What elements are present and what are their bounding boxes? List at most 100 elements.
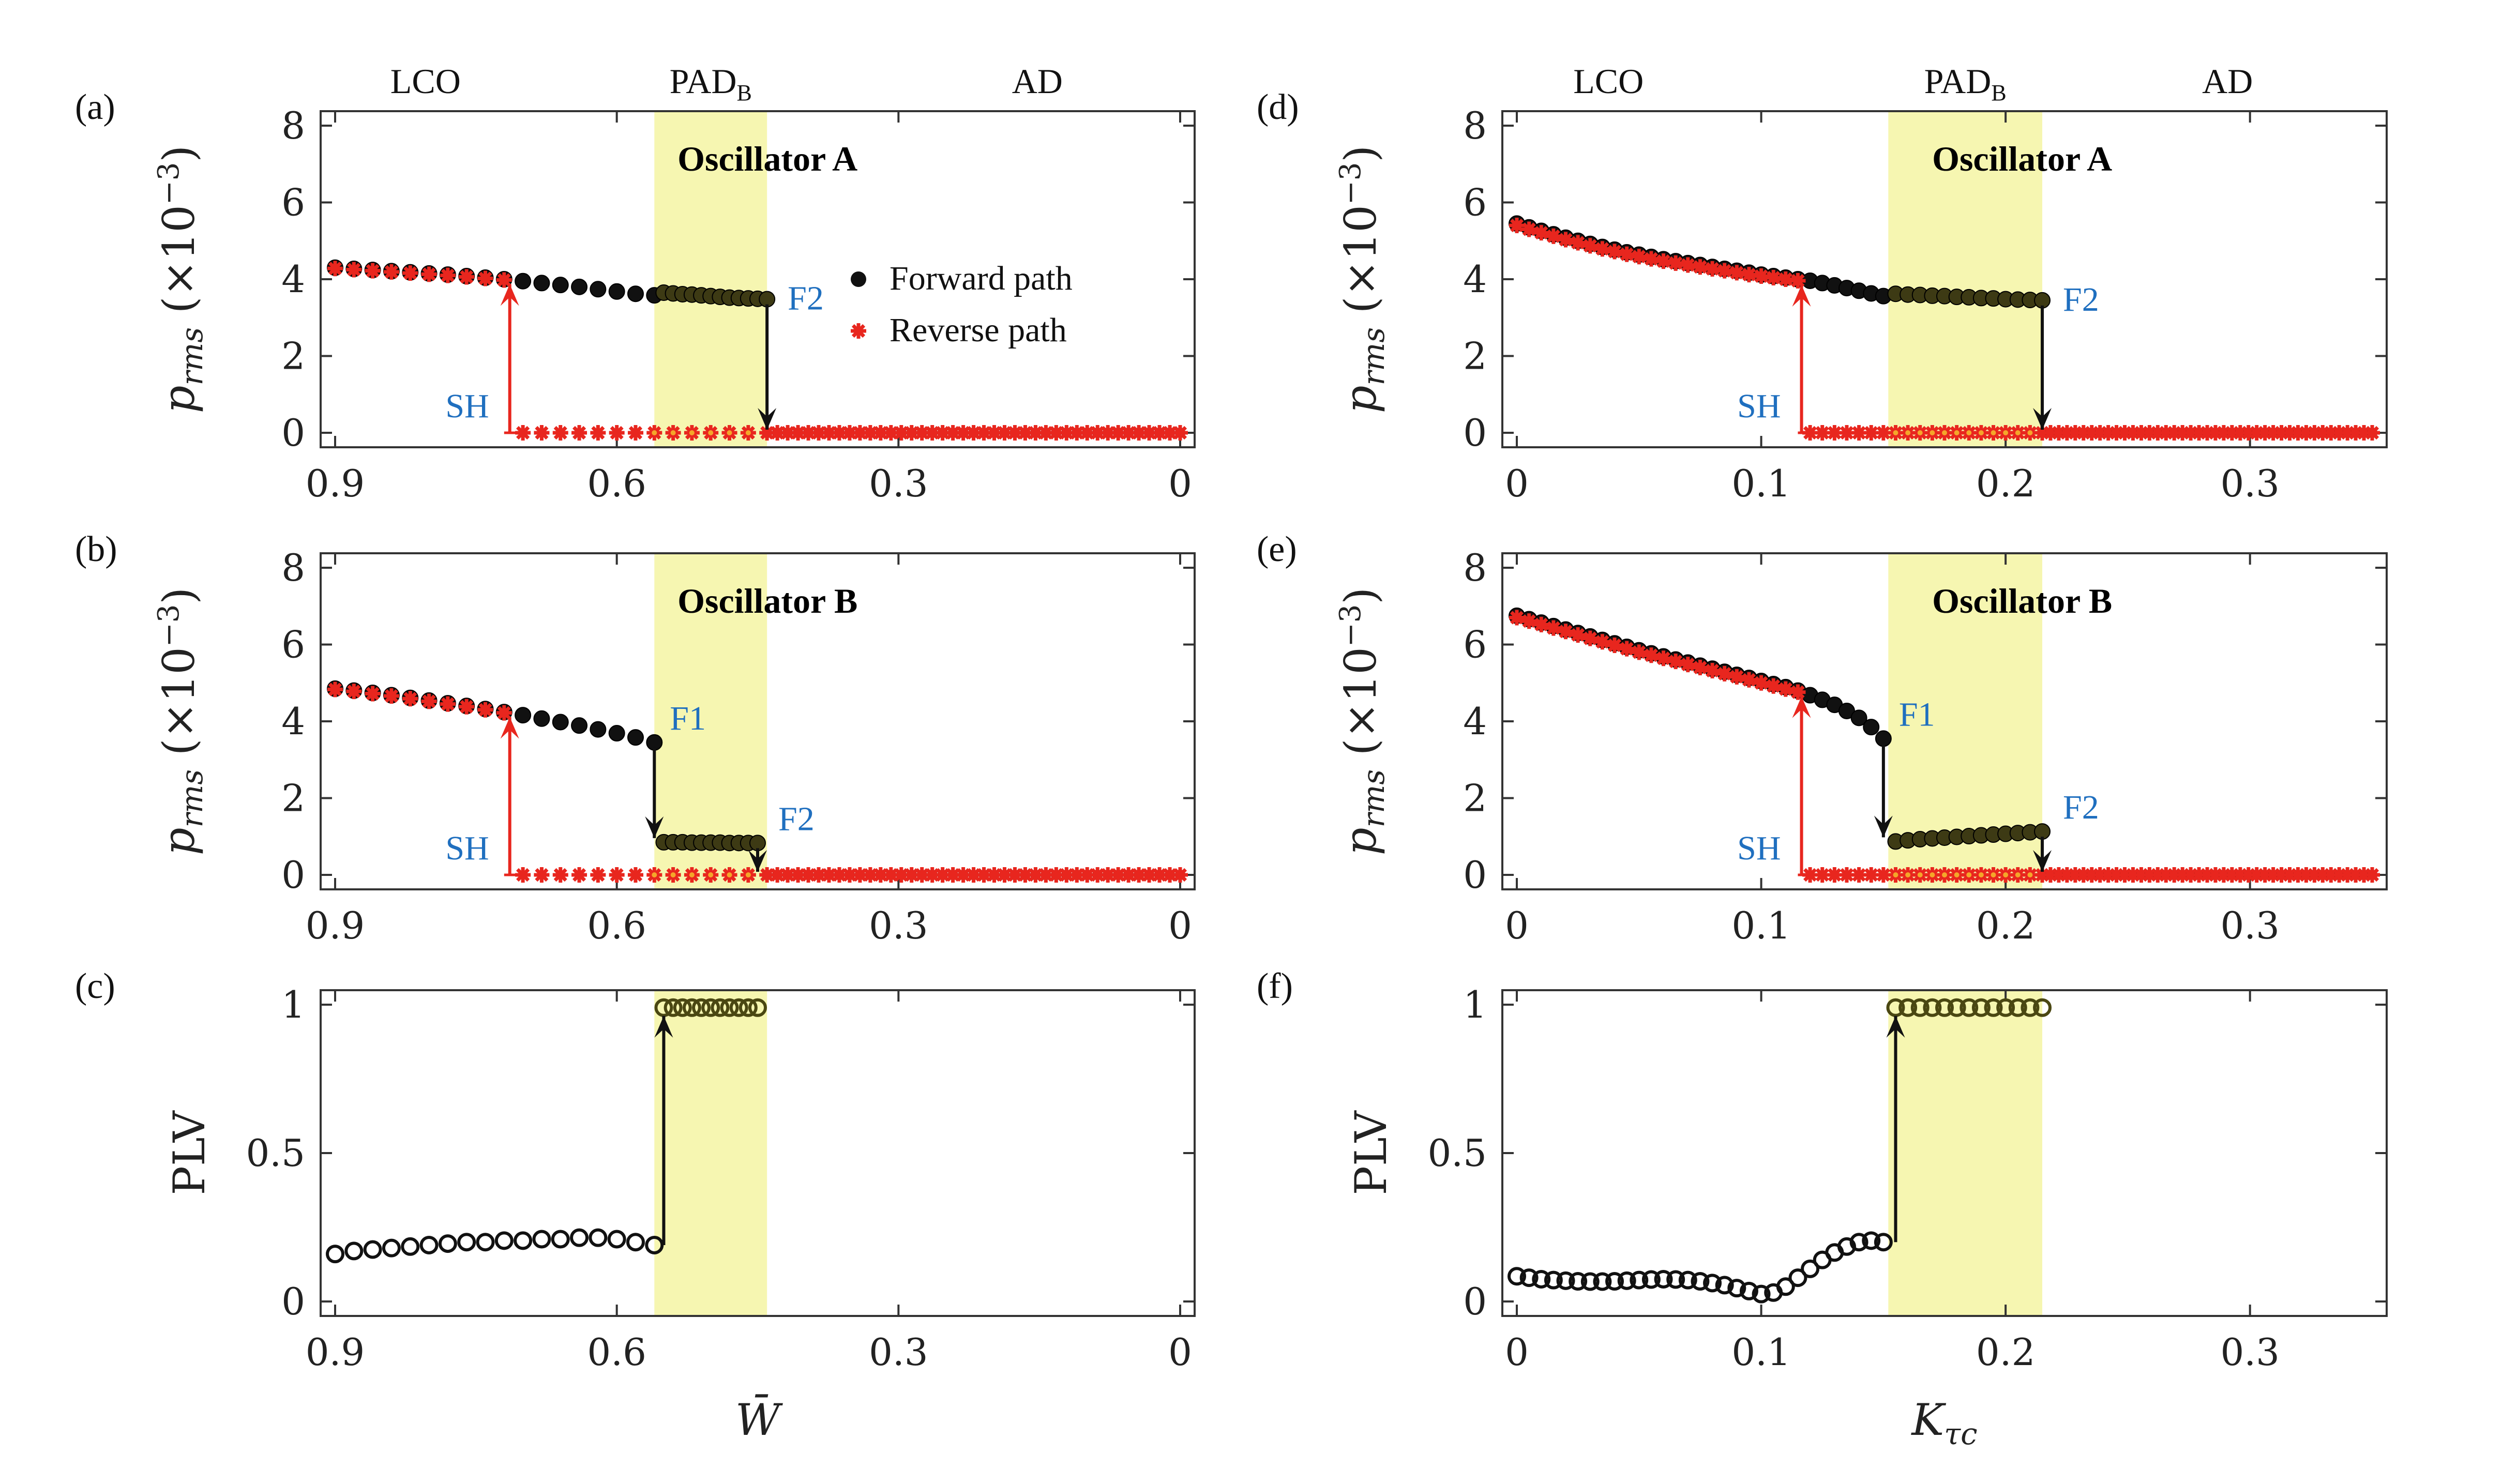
oscillator-title: Oscillator B — [677, 581, 857, 620]
reverse-point-overlay — [1991, 872, 1996, 877]
reverse-point-baseline — [2331, 425, 2347, 441]
reverse-point-baseline — [914, 425, 930, 441]
reverse-point-baseline — [2298, 867, 2314, 883]
region-label-pad: PADB — [1924, 62, 2007, 105]
reverse-point-baseline — [1028, 867, 1044, 883]
x-label-sub: τc — [1944, 1416, 1978, 1451]
reverse-point-baseline — [2348, 867, 2364, 883]
reverse-point — [1680, 257, 1696, 273]
reverse-point — [534, 425, 550, 441]
plv-jump-arrow-head — [654, 1016, 673, 1038]
reverse-point-baseline — [2307, 425, 2323, 441]
reverse-point — [1509, 610, 1525, 626]
reverse-point-baseline — [831, 425, 847, 441]
plv-point — [401, 1237, 420, 1256]
reverse-point — [1692, 259, 1708, 275]
annotation-sh: SH — [1737, 387, 1781, 425]
x-tick-label: 0 — [1168, 1330, 1192, 1374]
reverse-point — [1668, 654, 1684, 670]
y-tick-label: 2 — [281, 335, 305, 378]
reverse-point — [459, 699, 475, 715]
y-label-close: ) — [154, 587, 204, 604]
reverse-point-overlay — [1942, 872, 1947, 877]
plv-point — [1569, 1271, 1588, 1291]
reverse-point-baseline — [2166, 425, 2182, 441]
plv-point — [419, 1235, 439, 1254]
plv-point — [1886, 998, 1905, 1017]
reverse-point-baseline — [2100, 867, 2116, 883]
reverse-point-overlay — [652, 872, 657, 877]
reverse-point-baseline — [1100, 425, 1116, 441]
reverse-point-baseline — [2042, 425, 2058, 441]
reverse-point-baseline — [1079, 425, 1095, 441]
reverse-point-baseline — [780, 425, 796, 441]
reverse-point-baseline — [2125, 867, 2141, 883]
reverse-point-baseline — [893, 867, 909, 883]
y-tick-label: 0 — [281, 853, 305, 897]
plv-point — [1605, 1271, 1624, 1291]
forward-point — [533, 275, 550, 292]
y-label-main: p — [1335, 827, 1386, 855]
plv-point — [1935, 998, 1954, 1017]
reverse-point-baseline — [2158, 867, 2174, 883]
reverse-point-baseline — [1100, 867, 1116, 883]
reverse-point — [1827, 867, 1843, 883]
annotation-f1: F1 — [1899, 695, 1935, 733]
y-tick-label: 0 — [1463, 853, 1487, 897]
plv-point — [1715, 1276, 1734, 1295]
reverse-point-overlay — [2003, 872, 2009, 877]
reverse-point — [1777, 271, 1793, 287]
panel-label: (b) — [75, 529, 117, 569]
reverse-point-baseline — [1059, 867, 1075, 883]
reverse-point — [421, 693, 437, 709]
reverse-point-baseline — [2215, 425, 2232, 441]
plv-point — [1984, 998, 2003, 1017]
plv-point — [1788, 1268, 1807, 1288]
reverse-point — [609, 425, 625, 441]
x-tick-label: 0 — [1168, 462, 1192, 505]
reverse-point-baseline — [2364, 867, 2380, 883]
plv-point — [570, 1228, 589, 1247]
y-axis-label: prms (×10−3) — [152, 145, 209, 413]
y-label-sub: rms — [174, 327, 209, 386]
x-tick-label: 0.3 — [2220, 462, 2280, 505]
y-tick-label: 4 — [281, 700, 305, 743]
reverse-point-baseline — [924, 867, 940, 883]
x-tick-label: 0.3 — [869, 904, 928, 947]
y-tick-label: 8 — [281, 104, 305, 147]
reverse-point-baseline — [966, 425, 982, 441]
plv-point — [382, 1238, 401, 1258]
y-axis-label: prms (×10−3) — [1334, 587, 1391, 855]
forward-point — [590, 721, 607, 738]
reverse-point-overlay — [1905, 430, 1911, 435]
reverse-point — [1802, 425, 1818, 441]
reverse-point — [1838, 867, 1855, 883]
y-label-exponent: −3 — [1334, 162, 1367, 205]
reverse-point-baseline — [2075, 425, 2091, 441]
plv-point — [664, 998, 683, 1017]
reverse-point-baseline — [1172, 425, 1188, 441]
reverse-point — [1607, 244, 1623, 260]
reverse-point-baseline — [2282, 867, 2298, 883]
reverse-point-overlay — [1942, 430, 1947, 435]
reverse-point-baseline — [2348, 425, 2364, 441]
reverse-point — [1741, 267, 1757, 283]
legend-reverse-marker — [851, 323, 866, 339]
reverse-point — [327, 682, 343, 698]
plv-point — [1739, 1281, 1758, 1300]
reverse-point — [440, 696, 456, 712]
plv-point — [438, 1234, 457, 1253]
reverse-point-baseline — [2100, 425, 2116, 441]
y-axis-label: PLV — [1346, 1110, 1396, 1195]
reverse-point — [1827, 425, 1843, 441]
reverse-point-overlay — [2027, 872, 2033, 877]
x-label-main: K — [1910, 1395, 1946, 1445]
panel-c: 0.9 0.6 0.3 0 0 0.5 1 (c) PLV W̄ — [75, 966, 1196, 1445]
y-tick-label: 8 — [1463, 104, 1487, 147]
reverse-point — [1680, 657, 1696, 673]
reverse-point-baseline — [2249, 867, 2265, 883]
reverse-point-baseline — [1038, 867, 1054, 883]
forward-point — [533, 710, 550, 727]
plv-point — [701, 998, 720, 1017]
reverse-point-overlay — [1893, 430, 1898, 435]
